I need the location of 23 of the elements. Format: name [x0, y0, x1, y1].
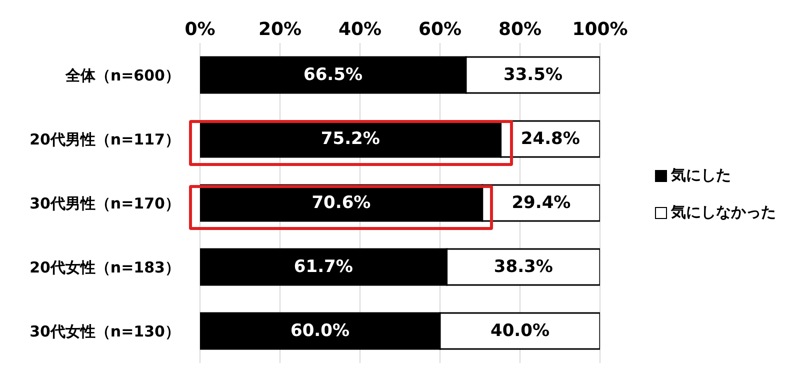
- legend-label: 気にした: [671, 166, 731, 185]
- data-label: 70.6%: [312, 193, 371, 213]
- data-label: 40.0%: [490, 321, 550, 341]
- y-tick-label: 全体（n=600）: [64, 66, 180, 84]
- data-label: 61.7%: [294, 257, 353, 277]
- data-label: 33.5%: [504, 65, 562, 85]
- y-tick-label: 30代女性（n=130）: [30, 322, 180, 340]
- x-tick-label: 20%: [258, 19, 302, 40]
- data-label: 29.4%: [512, 193, 571, 213]
- y-tick-label: 20代男性（n=117）: [30, 130, 180, 148]
- data-label: 60.0%: [290, 321, 350, 341]
- data-label: 24.8%: [520, 129, 580, 149]
- x-tick-label: 40%: [338, 19, 382, 40]
- y-tick-label: 30代男性（n=170）: [30, 194, 180, 212]
- data-label: 66.5%: [304, 65, 362, 85]
- x-tick-label: 80%: [498, 19, 542, 40]
- x-tick-label: 100%: [572, 19, 628, 40]
- y-tick-label: 20代女性（n=183）: [30, 258, 180, 276]
- data-label: 75.2%: [320, 129, 380, 149]
- x-tick-label: 60%: [418, 19, 462, 40]
- x-tick-label: 0%: [184, 19, 216, 40]
- data-label: 38.3%: [494, 257, 553, 277]
- legend-label: 気にしなかった: [671, 203, 776, 222]
